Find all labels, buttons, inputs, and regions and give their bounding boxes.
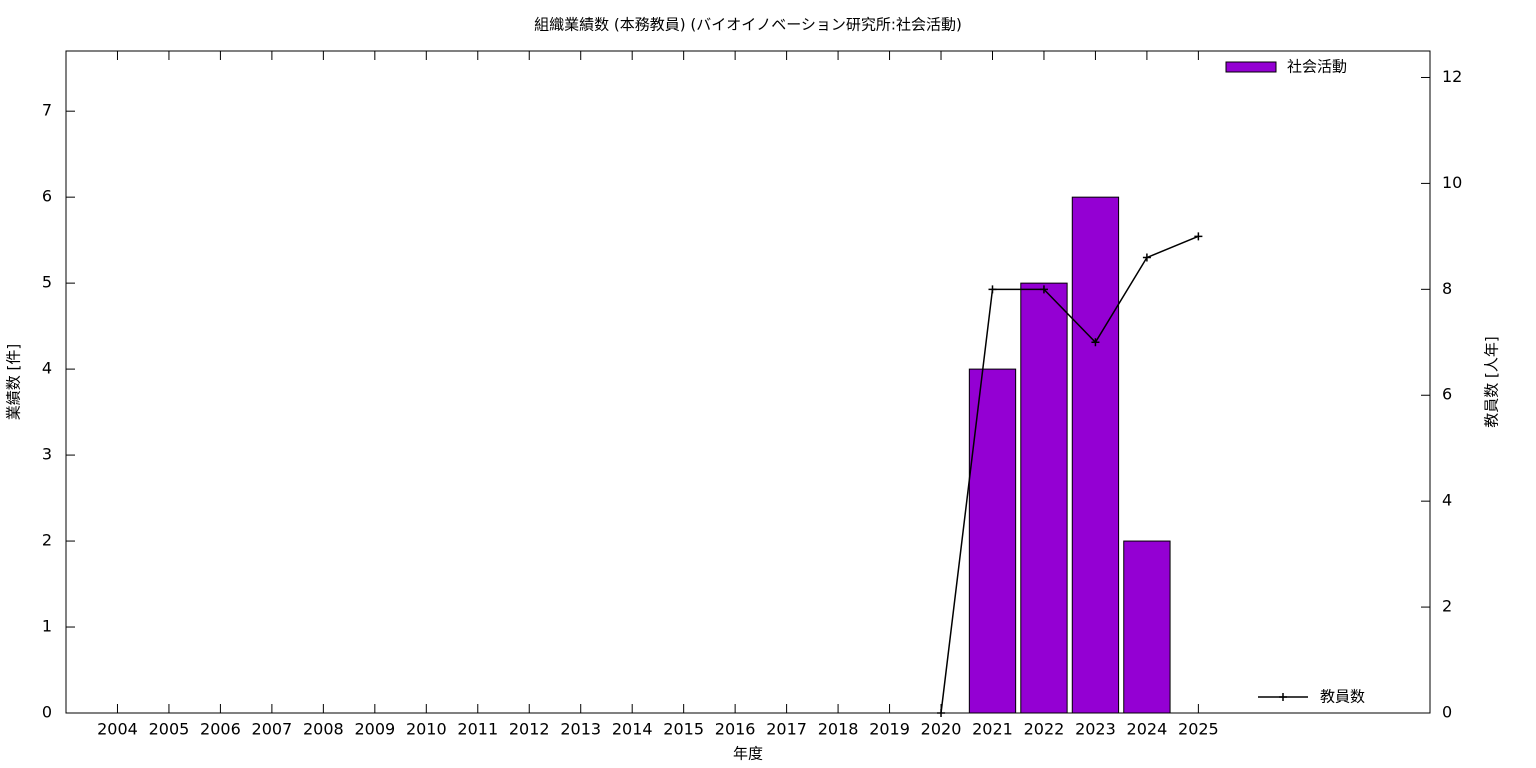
bar [1123, 540, 1171, 714]
y-tick-label: 0 [42, 703, 52, 722]
x-tick-label: 2011 [457, 720, 498, 739]
x-tick-label: 2013 [560, 720, 601, 739]
x-tick-label: 2023 [1075, 720, 1116, 739]
chart-title: 組織業績数 (本務教員) (バイオイノベーション研究所:社会活動) [534, 16, 962, 34]
y-axis-label: 業績数 [件] [5, 344, 23, 420]
point [1142, 253, 1151, 262]
y-tick-label: 2 [42, 531, 52, 550]
y2-tick-label: 2 [1442, 597, 1452, 616]
x-tick-label: 2017 [766, 720, 807, 739]
x-tick-label: 2025 [1178, 720, 1219, 739]
legend-label: 社会活動 [1287, 58, 1347, 76]
x-tick-label: 2018 [818, 720, 859, 739]
legend-label: 教員数 [1320, 688, 1365, 706]
x-tick-label: 2012 [509, 720, 550, 739]
y2-tick-label: 8 [1442, 279, 1452, 298]
y-tick-label: 7 [42, 101, 52, 120]
x-tick-label: 2006 [200, 720, 241, 739]
line [940, 235, 1199, 714]
bar [968, 368, 1017, 714]
y-tick-label: 5 [42, 273, 52, 292]
legend-swatch [1225, 61, 1277, 73]
x-tick-label: 2008 [303, 720, 344, 739]
x-tick-label: 2015 [663, 720, 704, 739]
y2-tick-label: 0 [1442, 703, 1452, 722]
y-tick-label: 4 [42, 359, 52, 378]
y2-tick-label: 12 [1442, 67, 1462, 86]
y2-tick-label: 6 [1442, 385, 1452, 404]
x-tick-label: 2004 [97, 720, 138, 739]
x-tick-label: 2009 [354, 720, 395, 739]
x-tick-label: 2022 [1024, 720, 1065, 739]
point [1194, 232, 1203, 241]
x-axis-label: 年度 [733, 745, 763, 763]
x-tick-label: 2014 [612, 720, 653, 739]
x-tick-label: 2005 [149, 720, 190, 739]
bar [1020, 282, 1068, 714]
x-tick-label: 2007 [252, 720, 293, 739]
y2-tick-label: 4 [1442, 491, 1452, 510]
legend-point [1279, 693, 1287, 701]
point [1039, 285, 1048, 294]
y2-axis-label: 教員数 [人年] [1483, 336, 1501, 427]
y-tick-label: 1 [42, 617, 52, 636]
x-tick-label: 2010 [406, 720, 447, 739]
y-tick-label: 6 [42, 187, 52, 206]
x-tick-label: 2024 [1127, 720, 1168, 739]
x-tick-label: 2019 [869, 720, 910, 739]
x-tick-label: 2021 [972, 720, 1013, 739]
x-tick-label: 2016 [715, 720, 756, 739]
x-tick-label: 2020 [921, 720, 962, 739]
point [988, 285, 997, 294]
bar [1071, 196, 1120, 714]
point [1091, 338, 1100, 347]
plot-frame [65, 50, 1431, 714]
y2-tick-label: 10 [1442, 173, 1462, 192]
y-tick-label: 3 [42, 445, 52, 464]
